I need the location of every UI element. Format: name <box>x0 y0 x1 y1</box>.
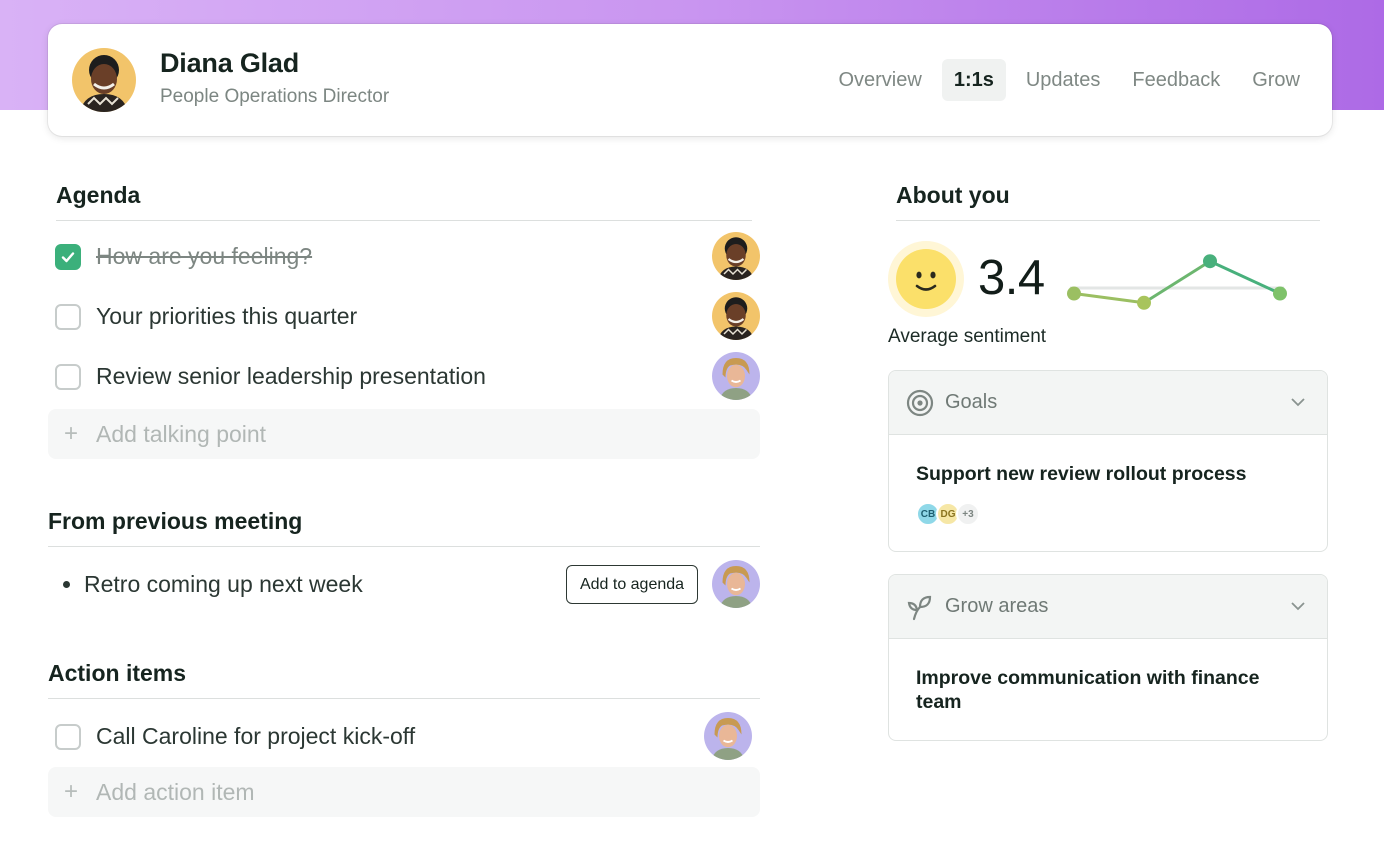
goal-title[interactable]: Support new review rollout process <box>916 463 1247 485</box>
agenda-checkbox[interactable] <box>55 243 81 270</box>
avatar <box>704 712 752 760</box>
avatar <box>712 352 760 400</box>
goals-panel-body: Support new review rollout process CB DG… <box>889 435 1327 526</box>
smiley-icon <box>888 241 964 317</box>
add-to-agenda-button[interactable]: Add to agenda <box>566 565 698 604</box>
previous-meeting-item-text: Retro coming up next week <box>84 571 363 597</box>
trend-point <box>1067 286 1081 301</box>
profile-role: People Operations Director <box>160 86 390 107</box>
target-icon <box>906 389 934 416</box>
tab-updates[interactable]: Updates <box>1025 69 1101 91</box>
agenda-checkbox[interactable] <box>55 303 81 330</box>
goals-panel: Goals Support new review rollout process… <box>888 370 1328 552</box>
goal-owners: CB DG +3 <box>916 502 1300 526</box>
agenda-item: Your priorities this quarter <box>55 303 357 330</box>
avatar <box>712 292 760 340</box>
avatar <box>712 560 760 608</box>
trend-segment <box>1073 292 1145 305</box>
avatar <box>72 48 136 112</box>
about-you-title: About you <box>896 182 1010 208</box>
tab-one-on-ones[interactable]: 1:1s <box>941 59 1006 101</box>
sprout-icon <box>907 595 932 620</box>
tab-grow[interactable]: Grow <box>1252 69 1300 91</box>
agenda-item-text: Your priorities this quarter <box>96 303 358 329</box>
add-talking-point[interactable]: + Add talking point <box>48 409 760 459</box>
plus-icon: + <box>63 778 78 805</box>
goals-panel-header[interactable]: Goals <box>889 371 1327 435</box>
trend-point <box>1203 254 1217 269</box>
agenda-item: Review senior leadership presentation <box>55 363 486 390</box>
divider <box>48 546 760 547</box>
sentiment-score: 3.4 <box>978 251 1045 305</box>
action-item-text: Call Caroline for project kick-off <box>96 723 416 749</box>
plus-icon: + <box>63 420 78 447</box>
previous-meeting-title: From previous meeting <box>48 508 303 534</box>
divider <box>56 220 752 221</box>
grow-areas-panel-body: Improve communication with finance team <box>889 639 1327 714</box>
grow-areas-panel: Grow areas Improve communication with fi… <box>888 574 1328 741</box>
agenda-item-text: Review senior leadership presentation <box>96 363 486 389</box>
trend-point <box>1273 286 1287 301</box>
previous-meeting-item: Retro coming up next week <box>50 571 363 598</box>
action-item: Call Caroline for project kick-off <box>55 723 415 750</box>
checkmark-icon <box>61 251 75 262</box>
agenda-checkbox[interactable] <box>55 363 81 390</box>
divider <box>896 220 1320 221</box>
chevron-down-icon[interactable] <box>1289 393 1307 411</box>
sentiment-trend-sparkline <box>1067 254 1287 310</box>
grow-areas-title: Grow areas <box>945 595 1049 617</box>
trend-point <box>1137 295 1151 310</box>
tab-bar: Overview 1:1s Updates Feedback Grow <box>826 59 1312 101</box>
action-items-title: Action items <box>48 660 187 686</box>
agenda-item-text: How are you feeling? <box>96 243 313 269</box>
sentiment-label: Average sentiment <box>888 326 1047 347</box>
profile-header: Diana Glad People Operations Director Ov… <box>48 24 1332 136</box>
agenda-item: How are you feeling? <box>55 243 312 270</box>
tab-feedback[interactable]: Feedback <box>1132 69 1221 91</box>
trend-segment <box>1143 259 1211 305</box>
grow-area-title[interactable]: Improve communication with finance team <box>916 667 1260 713</box>
add-talking-point-label: Add talking point <box>96 420 267 447</box>
add-action-item-label: Add action item <box>96 778 255 805</box>
add-action-item[interactable]: + Add action item <box>48 767 760 817</box>
action-item-checkbox[interactable] <box>55 723 81 750</box>
more-owners-chip: +3 <box>956 502 980 526</box>
profile-name: Diana Glad <box>160 48 300 78</box>
grow-areas-panel-header[interactable]: Grow areas <box>889 575 1327 639</box>
chevron-down-icon[interactable] <box>1289 597 1307 615</box>
trend-segment <box>1209 259 1281 295</box>
agenda-title: Agenda <box>56 182 141 208</box>
divider <box>48 698 760 699</box>
bullet <box>63 581 70 588</box>
tab-overview[interactable]: Overview <box>838 69 922 91</box>
avatar <box>712 232 760 280</box>
goals-title: Goals <box>945 391 998 413</box>
